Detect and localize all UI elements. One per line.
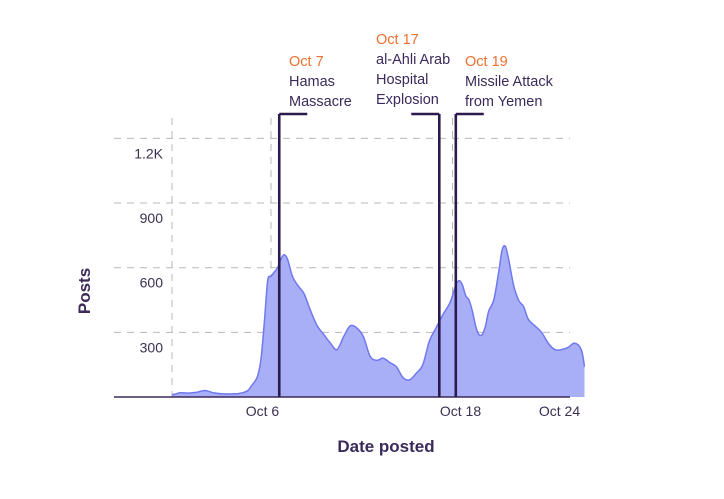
x-axis-title: Date posted [337, 437, 434, 456]
x-tick-label: Oct 24 [539, 403, 580, 419]
y-axis-title: Posts [75, 268, 94, 314]
y-tick-label: 900 [140, 210, 164, 226]
x-axis-ticks: Oct 6 Oct 18 Oct 24 [246, 403, 581, 419]
y-tick-label: 300 [140, 339, 164, 355]
y-tick-label: 1.2K [134, 145, 163, 161]
event-label: Hamas [289, 74, 335, 90]
y-axis-ticks: 300 600 900 1.2K [134, 145, 163, 355]
event-label: Hospital [376, 72, 428, 88]
event-label: Explosion [376, 92, 439, 108]
event-annotations: Oct 7 Hamas Massacre Oct 17 al-Ahli Arab Hosp… [277, 32, 554, 397]
event-label: Massacre [289, 94, 352, 110]
event-label: from Yemen [465, 94, 542, 110]
x-tick-label: Oct 18 [440, 403, 481, 419]
event-label: al-Ahli Arab [376, 52, 450, 68]
event-label: Missile Attack [465, 74, 554, 90]
y-tick-label: 600 [140, 275, 164, 291]
posts-area [172, 245, 585, 397]
event-date: Oct 19 [465, 54, 508, 70]
event-date: Oct 17 [376, 32, 419, 48]
event-date: Oct 7 [289, 54, 324, 70]
posts-line [171, 244, 586, 396]
x-tick-label: Oct 6 [246, 403, 280, 419]
